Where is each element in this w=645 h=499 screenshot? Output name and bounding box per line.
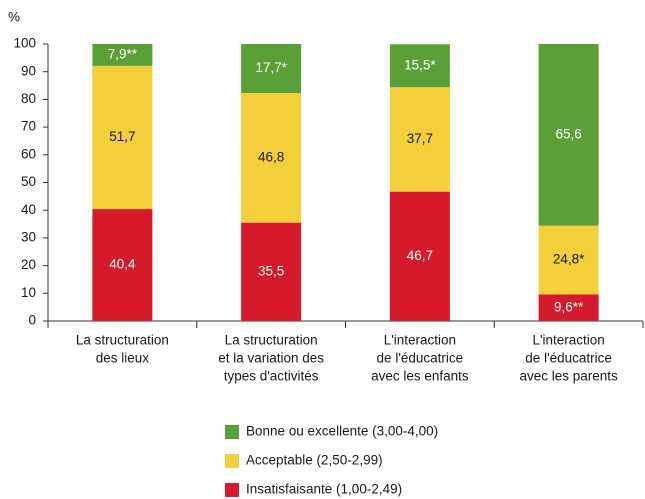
legend-swatch <box>225 425 239 439</box>
y-tick-label: 70 <box>21 119 36 134</box>
bar-segment <box>241 44 302 94</box>
legend-label: Insatisfaisante (1,00-2,49) <box>246 482 402 497</box>
legend-swatch <box>225 454 239 468</box>
legend-label: Acceptable (2,50-2,99) <box>246 453 383 468</box>
y-tick-label: 30 <box>21 229 36 244</box>
data-label: 24,8* <box>553 252 585 267</box>
data-label: 15,5* <box>404 57 436 72</box>
bar-segment <box>389 44 450 88</box>
x-tick-label: de l'éducatrice <box>377 351 464 366</box>
y-tick-label: 100 <box>13 36 36 51</box>
data-label: 46,8 <box>258 149 284 164</box>
data-label: 7,9** <box>108 47 138 62</box>
y-tick-label: 60 <box>21 146 36 161</box>
y-tick-label: 20 <box>21 257 36 272</box>
x-tick-label: et la variation des <box>218 351 324 366</box>
y-tick-label: 0 <box>28 313 36 328</box>
bar-segment <box>538 294 599 321</box>
bar-segment <box>92 44 153 66</box>
bar-segment <box>92 65 153 210</box>
legend-label: Bonne ou excellente (3,00-4,00) <box>246 424 438 439</box>
data-label: 40,4 <box>109 257 136 272</box>
bar-segment <box>389 87 450 192</box>
data-label: 51,7 <box>109 129 135 144</box>
x-tick-label: avec les parents <box>519 369 618 384</box>
y-tick-label: 80 <box>21 91 36 106</box>
data-label: 46,7 <box>407 248 433 263</box>
x-tick-label: La structuration <box>76 333 169 348</box>
bar-segment <box>241 93 302 223</box>
data-label: 17,7* <box>255 60 287 75</box>
bar-segment <box>538 44 599 226</box>
bar-segment <box>241 222 302 321</box>
y-tick-label: 40 <box>21 202 36 217</box>
data-label: 37,7 <box>407 131 433 146</box>
data-label: 65,6 <box>555 126 581 141</box>
y-tick-label: 50 <box>21 174 36 189</box>
y-tick-label: 10 <box>21 285 36 300</box>
legend-swatch <box>225 483 239 497</box>
x-tick-label: L'interaction <box>532 333 604 348</box>
y-unit-label: % <box>8 10 20 25</box>
y-tick-label: 90 <box>21 63 36 78</box>
data-label: 9,6** <box>554 299 584 314</box>
x-tick-label: de l'éducatrice <box>525 351 612 366</box>
x-tick-label: des lieux <box>96 351 150 366</box>
x-tick-label: L'interaction <box>384 333 456 348</box>
x-tick-label: avec les enfants <box>371 369 469 384</box>
bar-segment <box>92 209 153 321</box>
x-tick-label: La structuration <box>225 333 318 348</box>
bar-segment <box>538 225 599 295</box>
bar-segment <box>389 191 450 321</box>
x-tick-label: types d'activités <box>224 369 319 384</box>
data-label: 35,5 <box>258 263 284 278</box>
